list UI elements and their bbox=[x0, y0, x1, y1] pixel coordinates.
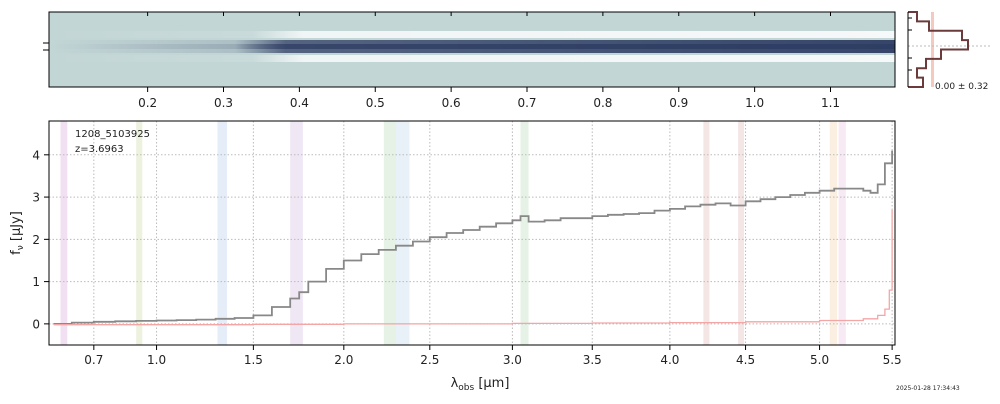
histogram-label: 0.00 ± 0.32 bbox=[935, 82, 988, 92]
flux-series-line bbox=[53, 150, 893, 325]
histogram-step bbox=[908, 11, 969, 88]
spectrum-2d-halo-upper bbox=[49, 31, 895, 38]
emission-band-1 bbox=[136, 121, 143, 345]
spectrum-2d-halo-lower bbox=[49, 55, 895, 62]
histogram-panel: 0.00 ± 0.32 bbox=[907, 11, 992, 92]
histogram-band bbox=[931, 12, 934, 87]
spectrum-2d-panel: 0.2 0.3 0.4 0.5 0.6 0.7 0.8 0.9 1.0 1.1 bbox=[43, 11, 896, 110]
y-tick-label-3: 3 bbox=[32, 191, 40, 205]
spectrum-2d-trace-core bbox=[49, 44, 895, 49]
y-axis-label: fν [μJy] bbox=[9, 211, 26, 255]
x-tick-label-8: 4.5 bbox=[736, 353, 755, 367]
emission-line-bands bbox=[60, 121, 846, 345]
emission-band-9 bbox=[829, 121, 838, 345]
spectrum-2d-left-ticks bbox=[43, 42, 49, 51]
top-tick-label-9: 1.1 bbox=[821, 96, 840, 110]
x-axis-ticks: 0.7 1.0 1.5 2.0 2.5 3.0 3.5 4.0 4.5 5.0 5.5 bbox=[84, 345, 902, 367]
top-tick-label-1: 0.3 bbox=[214, 96, 233, 110]
x-tick-label-9: 5.0 bbox=[810, 353, 829, 367]
emission-band-4 bbox=[383, 121, 396, 345]
x-tick-label-6: 3.5 bbox=[583, 353, 602, 367]
redshift-label: z=3.6963 bbox=[75, 144, 124, 155]
top-tick-label-0: 0.2 bbox=[138, 96, 157, 110]
emission-band-10 bbox=[838, 121, 846, 345]
object-id: 1208_5103925 bbox=[75, 129, 150, 140]
spectrum-series bbox=[53, 150, 893, 326]
grid-lines bbox=[49, 121, 895, 345]
top-tick-label-7: 0.9 bbox=[669, 96, 688, 110]
error-series-line bbox=[53, 209, 893, 326]
top-tick-label-3: 0.5 bbox=[366, 96, 385, 110]
emission-band-6 bbox=[520, 121, 529, 345]
spectrum-2d-ticks: 0.2 0.3 0.4 0.5 0.6 0.7 0.8 0.9 1.0 1.1 bbox=[138, 12, 840, 110]
spectrum-1d-frame bbox=[48, 120, 896, 346]
x-tick-label-10: 5.5 bbox=[883, 353, 902, 367]
x-axis-label: λobs [μm] bbox=[451, 376, 510, 393]
emission-band-2 bbox=[217, 121, 228, 345]
top-tick-label-8: 1.0 bbox=[745, 96, 764, 110]
emission-band-3 bbox=[290, 121, 303, 345]
emission-band-0 bbox=[60, 121, 68, 345]
emission-band-7 bbox=[703, 121, 710, 345]
y-tick-label-0: 0 bbox=[32, 317, 40, 331]
emission-band-8 bbox=[738, 121, 745, 345]
x-tick-label-2: 1.5 bbox=[244, 353, 263, 367]
x-tick-label-3: 2.0 bbox=[334, 353, 353, 367]
emission-band-5 bbox=[395, 121, 410, 345]
y-tick-label-4: 4 bbox=[32, 148, 40, 162]
top-tick-label-2: 0.4 bbox=[290, 96, 309, 110]
y-tick-label-2: 2 bbox=[32, 233, 40, 247]
x-tick-label-0: 0.7 bbox=[84, 353, 103, 367]
x-tick-label-1: 1.0 bbox=[147, 353, 166, 367]
y-axis-ticks: 0 1 2 3 4 bbox=[32, 148, 49, 331]
y-tick-label-1: 1 bbox=[32, 275, 40, 289]
spectrum-1d-panel: 0.7 1.0 1.5 2.0 2.5 3.0 3.5 4.0 4.5 5.0 5.5 01234 … bbox=[9, 120, 902, 393]
x-tick-label-4: 2.5 bbox=[420, 353, 439, 367]
histogram-ticks bbox=[908, 17, 912, 71]
top-tick-label-4: 0.6 bbox=[442, 96, 461, 110]
top-tick-label-6: 0.8 bbox=[593, 96, 612, 110]
top-tick-label-5: 0.7 bbox=[517, 96, 536, 110]
x-tick-label-5: 3.0 bbox=[503, 353, 522, 367]
x-tick-label-7: 4.0 bbox=[660, 353, 679, 367]
timestamp: 2025-01-28 17:34:43 bbox=[896, 385, 960, 392]
